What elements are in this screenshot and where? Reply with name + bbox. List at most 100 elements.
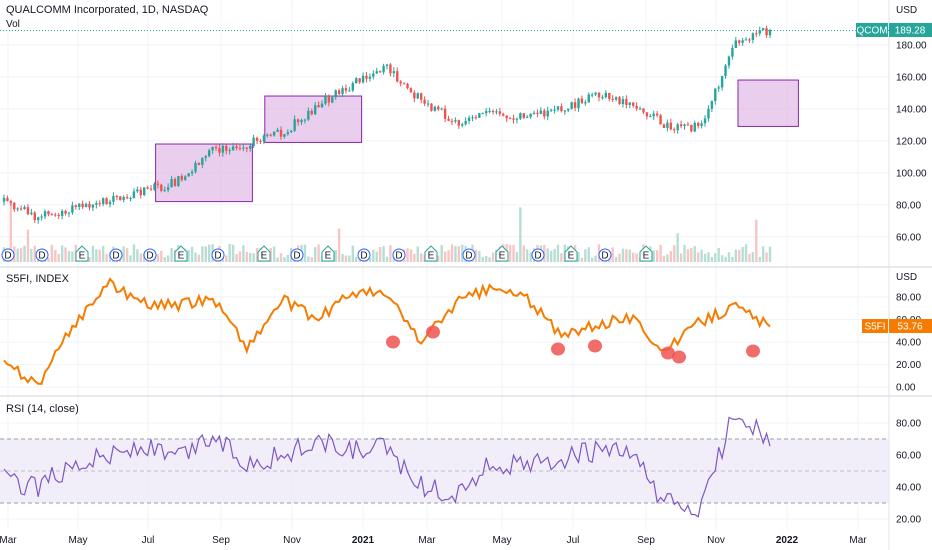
candle-body	[546, 110, 549, 117]
event-marker-label: E	[568, 251, 575, 262]
s5fi-line[interactable]	[3, 277, 771, 385]
earnings-marker[interactable]	[495, 245, 509, 262]
dividend-marker[interactable]	[211, 248, 225, 262]
candle-body	[307, 110, 310, 120]
earnings-marker[interactable]	[424, 245, 438, 262]
volume-bar	[748, 253, 751, 262]
candle-body	[60, 210, 64, 216]
highlight-box[interactable]	[737, 79, 799, 127]
volume-bar	[714, 253, 717, 262]
volume-bar	[166, 255, 170, 262]
earnings-marker[interactable]	[564, 245, 578, 262]
time-axis-label: 2022	[776, 535, 799, 546]
candle-body	[249, 146, 252, 149]
volume-bar	[317, 244, 320, 262]
earnings-marker[interactable]	[321, 245, 335, 262]
price-tick-label: 60.00	[896, 232, 921, 243]
s5fi-title: S5FI, INDEX	[6, 273, 70, 285]
volume-bar	[269, 247, 272, 262]
volume-bar	[710, 257, 714, 262]
candle-body	[375, 71, 378, 74]
earnings-marker[interactable]	[75, 245, 89, 262]
volume-bar	[310, 257, 313, 262]
candle-body	[269, 134, 272, 136]
candle-body	[33, 212, 36, 220]
candle-body	[149, 188, 153, 190]
dividend-marker[interactable]	[143, 248, 157, 262]
volume-bar	[242, 245, 245, 262]
rsi-line[interactable]	[3, 416, 771, 518]
volume-bar	[129, 255, 132, 262]
candlesticks[interactable]	[2, 25, 772, 224]
volume-bar	[440, 245, 443, 262]
candle-body	[416, 93, 419, 99]
volume-bar	[406, 248, 409, 262]
candle-body	[378, 71, 382, 73]
earnings-marker[interactable]	[639, 245, 653, 262]
volume-bar	[355, 256, 358, 262]
volume-bar	[351, 245, 355, 262]
candle-body	[710, 100, 714, 109]
volume-bar	[522, 245, 525, 262]
earnings-marker[interactable]	[174, 245, 188, 262]
volume-bar	[618, 253, 621, 262]
volume-bar	[30, 248, 33, 262]
volume-bar	[577, 252, 580, 262]
candle-body	[645, 112, 649, 117]
event-marker-label: E	[499, 251, 506, 262]
dividend-marker[interactable]	[531, 248, 545, 262]
candle-body	[201, 157, 204, 165]
volume-bar	[368, 257, 372, 262]
candle-body	[57, 214, 60, 216]
rsi-axis-ticks[interactable]: 80.00 60.00 40.00 20.00	[896, 419, 921, 526]
dividend-marker[interactable]	[462, 248, 476, 262]
candle-body	[491, 110, 495, 112]
s5fi-value-box	[889, 319, 932, 333]
volume-bar	[488, 257, 491, 262]
volume-bar	[9, 201, 13, 262]
candle-body	[252, 137, 255, 147]
dividend-marker[interactable]	[35, 248, 49, 262]
candle-body	[673, 129, 676, 131]
candle-body	[587, 94, 590, 103]
volume-bar	[761, 246, 765, 262]
highlight-box[interactable]	[155, 143, 253, 203]
candle-body	[498, 111, 502, 114]
candle-body	[690, 124, 693, 132]
candle-body	[40, 216, 43, 218]
candle-body	[143, 187, 146, 196]
time-axis[interactable]: Mar May Jul Sep Nov 2021 Mar May Jul Sep Nov 2022 Ma…	[0, 535, 867, 546]
volume-bar	[416, 246, 419, 262]
candle-body	[324, 96, 327, 104]
dividend-marker[interactable]	[357, 248, 371, 262]
candle-body	[577, 98, 580, 109]
price-axis-ticks[interactable]: 180.00 160.00 140.00 120.00 100.00 80.00 60.00	[896, 40, 927, 243]
dividend-marker[interactable]	[109, 248, 123, 262]
candle-body	[125, 197, 129, 199]
dividend-marker[interactable]	[290, 248, 304, 262]
candle-body	[396, 71, 399, 82]
volume-bar	[95, 249, 98, 262]
volume-bar	[556, 244, 560, 262]
volume-bar	[625, 249, 628, 262]
candle-body	[296, 119, 300, 123]
symbol-title: QUALCOMM Incorporated, 1D, NASDAQ	[6, 4, 209, 16]
candle-body	[64, 210, 67, 214]
volume-bar	[683, 244, 686, 262]
volume-bar	[23, 245, 26, 262]
event-marker-label: D	[112, 251, 119, 262]
volume-bar	[88, 257, 91, 262]
earnings-marker[interactable]	[257, 245, 271, 262]
dividend-marker[interactable]	[392, 248, 406, 262]
highlight-box[interactable]	[264, 95, 363, 143]
candle-body	[368, 76, 372, 79]
time-axis-label: Sep	[637, 535, 655, 546]
dividend-marker[interactable]	[1, 248, 15, 262]
event-marker-label: E	[428, 251, 435, 262]
dividend-marker[interactable]	[598, 248, 612, 262]
candle-body	[279, 129, 283, 137]
volume-bar	[313, 247, 317, 262]
